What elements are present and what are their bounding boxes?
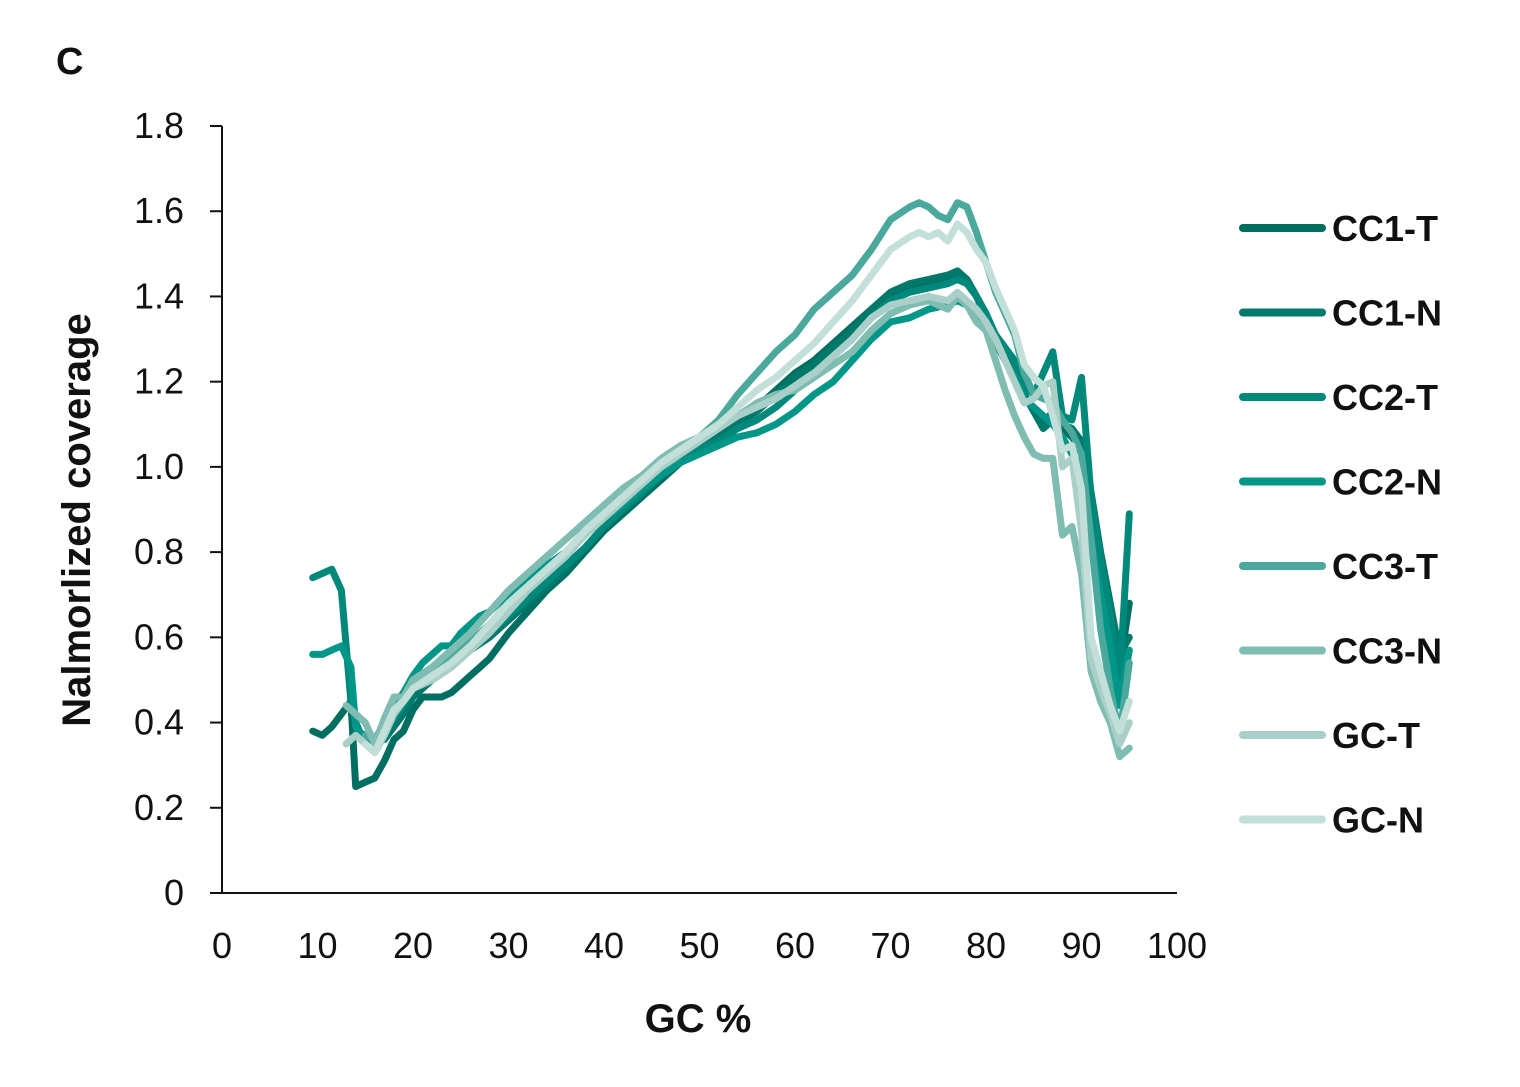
x-tick-label: 0	[212, 925, 232, 966]
x-tick-label: 70	[870, 925, 910, 966]
legend-label: CC1-T	[1332, 208, 1438, 249]
x-tick-label: 90	[1061, 925, 1101, 966]
x-axis-title: GC %	[645, 997, 752, 1041]
panel-label: C	[56, 41, 83, 83]
x-tick-label: 40	[584, 925, 624, 966]
y-tick-label: 1.8	[134, 105, 184, 146]
x-tick-label: 10	[297, 925, 337, 966]
y-tick-label: 0.4	[134, 702, 184, 743]
series-line-cc3-t	[361, 199, 1133, 744]
y-axis-ticks: 0 0.2 0.4 0.6 0.8 1.0 1.2 1.4 1.6 1.8	[134, 105, 222, 913]
legend-label: CC3-T	[1332, 546, 1438, 587]
x-tick-label: 50	[679, 925, 719, 966]
legend: CC1-T CC1-N CC2-T CC2-N CC3-T CC3-N GC-T GC-N	[1239, 208, 1442, 841]
series-line-gc-n	[361, 220, 1133, 756]
y-tick-label: 1.6	[134, 190, 184, 231]
legend-label: GC-T	[1332, 715, 1420, 756]
x-tick-label: 100	[1147, 925, 1207, 966]
y-tick-label: 1.2	[134, 361, 184, 402]
x-axis-ticks: 0 10 20 30 40 50 60 70 80 90 100	[212, 925, 1207, 966]
legend-label: CC2-N	[1332, 462, 1442, 503]
y-axis-title: Nalmorlized coverage	[55, 313, 99, 727]
legend-label: CC3-N	[1332, 631, 1442, 672]
y-tick-label: 1.0	[134, 446, 184, 487]
y-tick-label: 0.2	[134, 787, 184, 828]
x-tick-label: 30	[488, 925, 528, 966]
series-lines	[309, 199, 1133, 790]
y-tick-label: 0	[164, 872, 184, 913]
series-line-cc3-n	[342, 292, 1133, 761]
x-tick-label: 80	[966, 925, 1006, 966]
x-tick-label: 20	[393, 925, 433, 966]
y-tick-label: 1.4	[134, 275, 184, 316]
legend-label: CC1-N	[1332, 293, 1442, 334]
legend-label: CC2-T	[1332, 377, 1438, 418]
legend-label: GC-N	[1332, 800, 1424, 841]
y-tick-label: 0.6	[134, 616, 184, 657]
x-tick-label: 60	[775, 925, 815, 966]
y-tick-label: 0.8	[134, 531, 184, 572]
